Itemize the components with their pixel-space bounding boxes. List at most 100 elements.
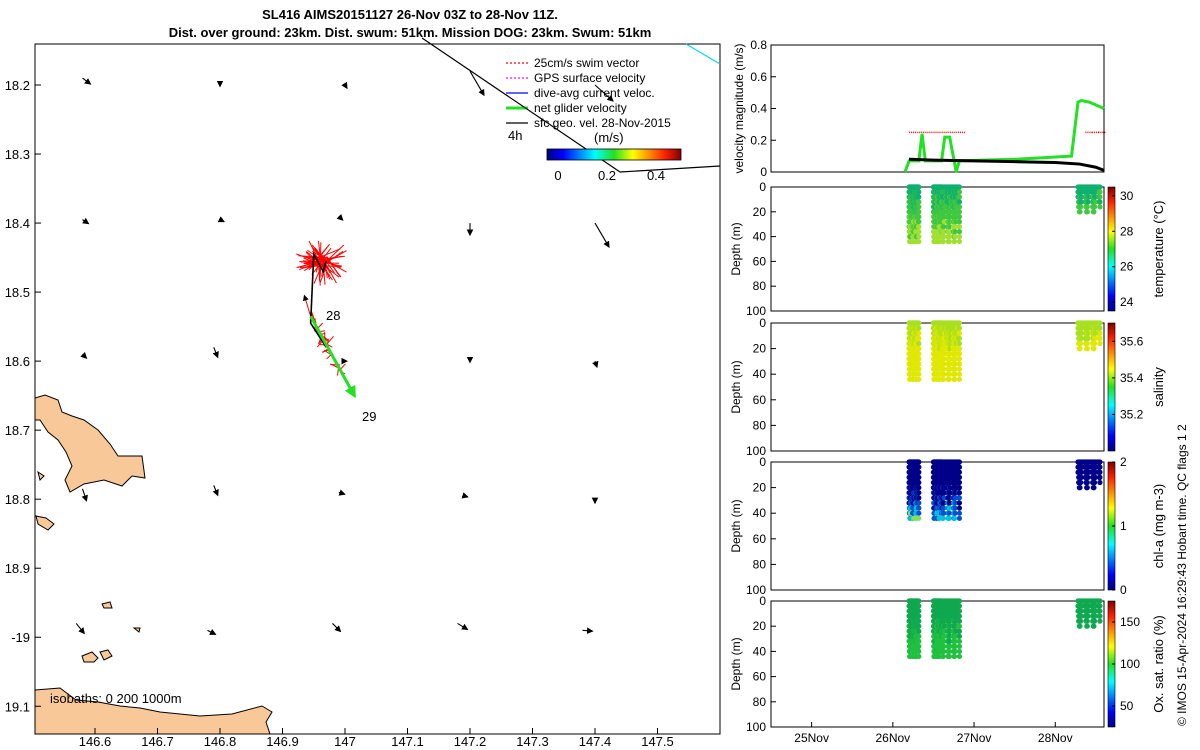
data-point [956,464,963,470]
map-y-tick-label: 18.3 [5,147,30,162]
data-point [941,361,947,367]
swim-vector [318,248,341,259]
current-vector [75,623,85,635]
data-point [956,356,963,362]
colorbar-tick-label: 35.2 [1120,407,1144,421]
velocity-y-tick-label: 0.4 [750,102,767,116]
data-point [956,209,963,215]
data-point [946,234,952,240]
data-point [956,351,963,357]
land-islet-1 [37,470,45,481]
data-point [1097,464,1103,470]
current-vector [461,492,469,499]
data-point [916,335,922,341]
land-islet-5 [99,649,113,661]
data-point [916,459,922,465]
data-point [916,351,922,357]
data-point [916,643,922,649]
data-point [946,648,952,655]
data-point [956,505,963,511]
data-point [1092,613,1098,619]
data-point [1078,608,1084,614]
depth-y-tick-label: 40 [753,644,767,658]
data-point [956,598,963,604]
current-vector [457,622,469,630]
data-point [946,371,952,377]
map-x-tick-label: 147.4 [579,734,612,749]
pointer-line-cyan [685,43,721,65]
track-line [309,251,328,348]
data-point [956,330,963,336]
depth-y-tick-label: 100 [746,444,766,458]
data-point [941,638,947,644]
data-point [916,340,922,347]
data-point [956,479,963,486]
data-point [1097,603,1103,609]
data-point [956,653,963,660]
colorbar-label: (m/s) [594,130,624,145]
data-point [1078,194,1084,200]
data-point [1085,199,1091,205]
time-label-28: 28 [326,308,340,323]
swim-vector [320,263,333,281]
data-point [1097,474,1103,480]
credit-text: © IMOS 15-Apr-2024 16:29:43 Hobart time.… [1175,424,1189,726]
current-vector [82,77,92,85]
data-point [941,500,947,506]
data-point [951,515,958,521]
data-point [1085,613,1091,619]
data-point [1085,335,1091,341]
data-point [956,628,963,634]
data-point [952,500,958,506]
data-point [956,608,963,614]
data-point [956,238,963,245]
data-point [916,320,922,326]
data-point [916,366,922,372]
title-line-1: SL416 AIMS20151127 26-Nov 03Z to 28-Nov … [262,7,558,22]
colorbar-tick-label: 1 [1120,519,1127,533]
data-point [1092,199,1098,205]
data-point [1091,485,1097,491]
data-point [952,638,958,644]
velocity-y-tick-label: 0.8 [750,38,767,52]
data-point [956,500,963,506]
colorbar-label: Ox. sat. ratio (%) [1151,615,1166,713]
data-point [916,653,922,660]
data-point [916,648,922,655]
data-point [956,613,963,619]
data-point [1097,459,1103,465]
data-point [916,623,922,629]
colorbar-tick-2: 0.4 [647,168,665,183]
colorbar-gradient [1107,186,1116,312]
legend-entry: dive-avg current veloc. [534,86,655,100]
map-y-axis: 18.2 18.3 18.4 18.5 18.6 18.7 18.8 18.9 -19 19.1 [5,78,41,714]
data-point [956,643,963,649]
data-point [916,510,922,516]
data-point [1078,204,1084,210]
depth-y-tick-label: 20 [753,619,767,633]
data-point [941,505,947,511]
pointer-line-inset [619,165,721,173]
data-point [1097,469,1103,475]
depth-y-tick-label: 60 [753,393,767,407]
data-point [956,474,963,480]
data-point [941,234,947,240]
velocity-y-tick-label: 0.2 [750,133,767,147]
data-point [916,633,922,639]
data-point [1078,479,1084,486]
data-point [916,371,922,377]
data-point [1097,335,1103,341]
data-point [940,515,946,521]
title-line-2: Dist. over ground: 23km. Dist. swum: 51k… [168,25,652,40]
data-point [941,648,947,655]
land-island-1 [35,394,146,493]
data-point [916,376,922,382]
colorbar-tick-label: 2 [1120,455,1127,469]
data-point [916,184,922,190]
data-point [1078,474,1084,480]
data-point [940,376,946,382]
current-vector [341,81,348,90]
data-point [956,638,963,644]
legend-entry: sfc geo. vel. 28-Nov-2015 [534,116,671,130]
data-point [946,515,952,521]
